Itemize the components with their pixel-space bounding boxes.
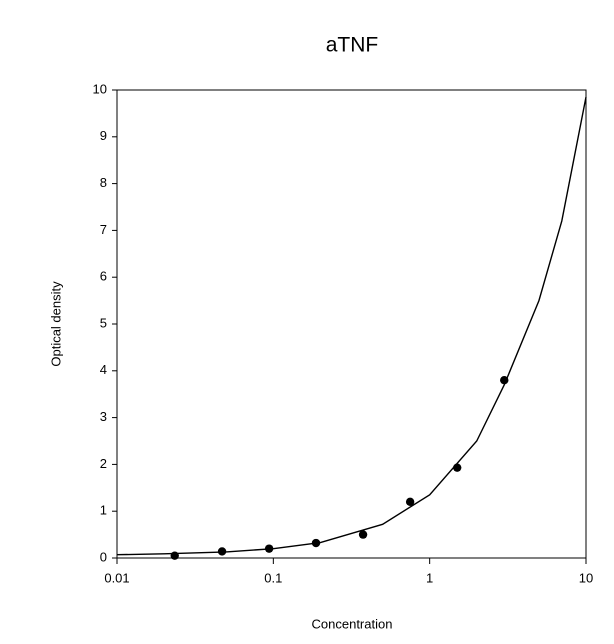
y-tick-label: 0 <box>100 549 107 564</box>
x-tick-label: 0.01 <box>104 570 129 585</box>
data-point <box>405 497 415 507</box>
y-axis-label: Optical density <box>48 281 63 367</box>
y-tick-label: 4 <box>100 362 107 377</box>
y-tick-label: 3 <box>100 409 107 424</box>
fit-curve <box>116 96 587 556</box>
y-tick-label: 1 <box>100 503 107 518</box>
y-tick-label: 10 <box>93 81 107 96</box>
y-tick-label: 5 <box>100 315 107 330</box>
x-tick-label: 10 <box>579 570 593 585</box>
y-tick-label: 2 <box>100 456 107 471</box>
plot-frame <box>116 89 587 559</box>
chart-title: aTNF <box>326 34 379 57</box>
y-tick-label: 9 <box>100 128 107 143</box>
y-tick-label: 8 <box>100 175 107 190</box>
y-tick-label: 7 <box>100 222 107 237</box>
x-tick-label: 0.1 <box>264 570 282 585</box>
y-tick-label: 6 <box>100 269 107 284</box>
data-point <box>358 530 368 539</box>
x-tick-label: 1 <box>426 570 433 585</box>
x-axis-label: Concentration <box>312 616 393 631</box>
